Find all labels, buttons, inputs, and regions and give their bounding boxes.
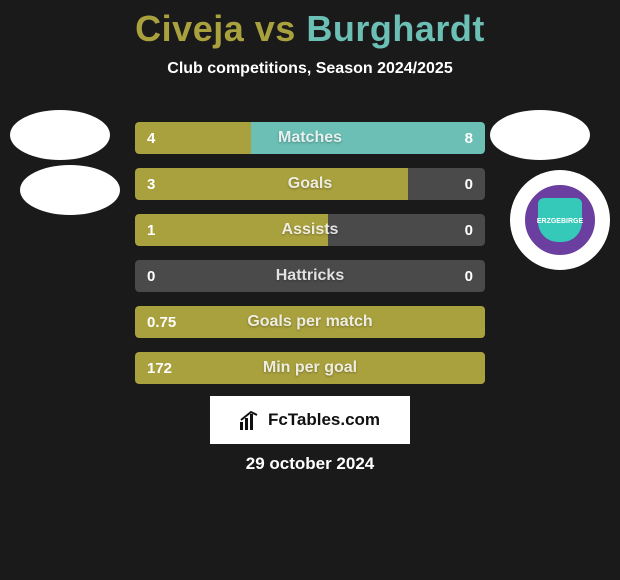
stat-row: Goals per match0.75: [135, 306, 485, 338]
stat-row: Min per goal172: [135, 352, 485, 384]
stat-label: Matches: [135, 122, 485, 154]
stat-label: Goals: [135, 168, 485, 200]
club-badge-shield: ERZGEBIRGE: [538, 198, 582, 242]
footer-logo-box: FcTables.com: [210, 396, 410, 444]
footer-logo-text: FcTables.com: [268, 410, 380, 430]
title-right: Burghardt: [306, 8, 485, 49]
stat-value-left: 3: [147, 168, 155, 200]
stat-value-right: 0: [465, 260, 473, 292]
player-right-avatar-1: [490, 110, 590, 160]
stat-label: Assists: [135, 214, 485, 246]
stat-row: Matches4 8: [135, 122, 485, 154]
page-title: Civeja vs Burghardt: [0, 0, 620, 50]
stat-label: Min per goal: [135, 352, 485, 384]
club-badge: ERZGEBIRGE: [510, 170, 610, 270]
chart-icon: [240, 410, 262, 430]
player-left-avatar-1: [10, 110, 110, 160]
player-left-avatar-2: [20, 165, 120, 215]
stat-label: Hattricks: [135, 260, 485, 292]
stat-value-right: 0: [465, 168, 473, 200]
stat-row: Assists1 0: [135, 214, 485, 246]
stat-label: Goals per match: [135, 306, 485, 338]
stat-value-left: 1: [147, 214, 155, 246]
club-badge-text-top: ERZGEBIRGE: [537, 218, 583, 225]
stat-value-right: 8: [465, 122, 473, 154]
stat-row: Goals3 0: [135, 168, 485, 200]
stat-row: Hattricks0 0: [135, 260, 485, 292]
stat-value-left: 0.75: [147, 306, 176, 338]
stat-value-left: 0: [147, 260, 155, 292]
stat-value-right: 0: [465, 214, 473, 246]
stat-value-left: 172: [147, 352, 172, 384]
title-left: Civeja: [135, 8, 244, 49]
subtitle: Club competitions, Season 2024/2025: [0, 60, 620, 78]
stat-value-left: 4: [147, 122, 155, 154]
footer-date: 29 october 2024: [0, 454, 620, 474]
title-vs: vs: [255, 8, 296, 49]
club-badge-inner: ERZGEBIRGE: [525, 185, 595, 255]
stats-bar-area: Matches48Goals30Assists10Hattricks00Goal…: [135, 122, 485, 398]
